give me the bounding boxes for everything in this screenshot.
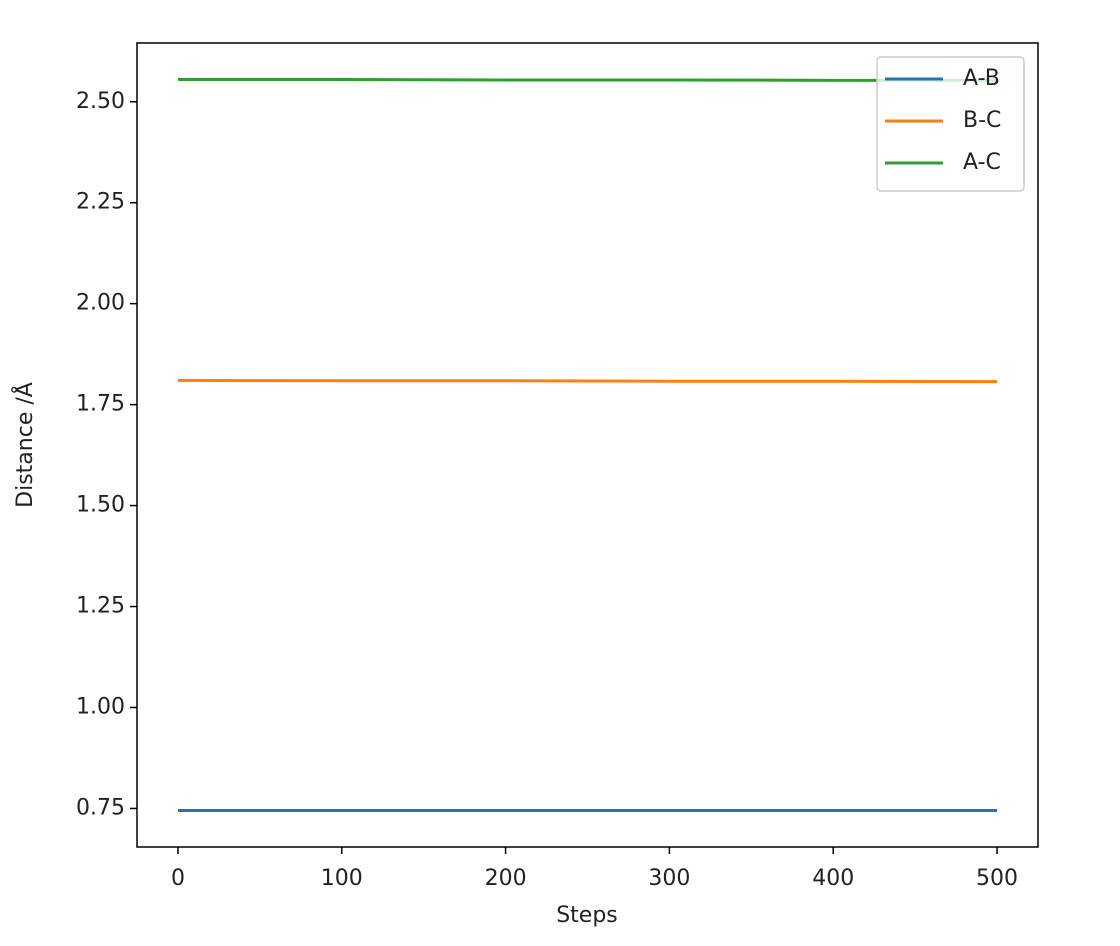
x-tick-label: 400 xyxy=(812,866,854,891)
x-tick-label: 500 xyxy=(976,866,1018,891)
legend-label: A-B xyxy=(963,66,1000,91)
y-tick-label: 1.50 xyxy=(76,493,125,518)
x-tick-label: 300 xyxy=(648,866,690,891)
x-tick-label: 200 xyxy=(485,866,527,891)
y-axis-label: Distance /Å xyxy=(11,382,38,508)
y-tick-label: 1.25 xyxy=(76,594,125,619)
line-series xyxy=(177,78,998,82)
y-tick-label: 1.00 xyxy=(76,694,125,719)
legend-box xyxy=(876,56,1025,192)
x-tick-label: 100 xyxy=(321,866,363,891)
plot-frame xyxy=(136,42,1039,848)
line-series xyxy=(177,378,998,384)
y-tick-label: 2.25 xyxy=(76,190,125,215)
x-axis-label: Steps xyxy=(556,903,618,928)
legend-label: B-C xyxy=(963,108,1001,133)
y-tick-label: 0.75 xyxy=(76,795,125,820)
y-tick-label: 2.50 xyxy=(76,89,125,114)
y-tick-label: 1.75 xyxy=(76,392,125,417)
legend-label: A-C xyxy=(963,150,1001,175)
x-tick-label: 0 xyxy=(171,866,185,891)
y-tick-label: 2.00 xyxy=(76,291,125,316)
